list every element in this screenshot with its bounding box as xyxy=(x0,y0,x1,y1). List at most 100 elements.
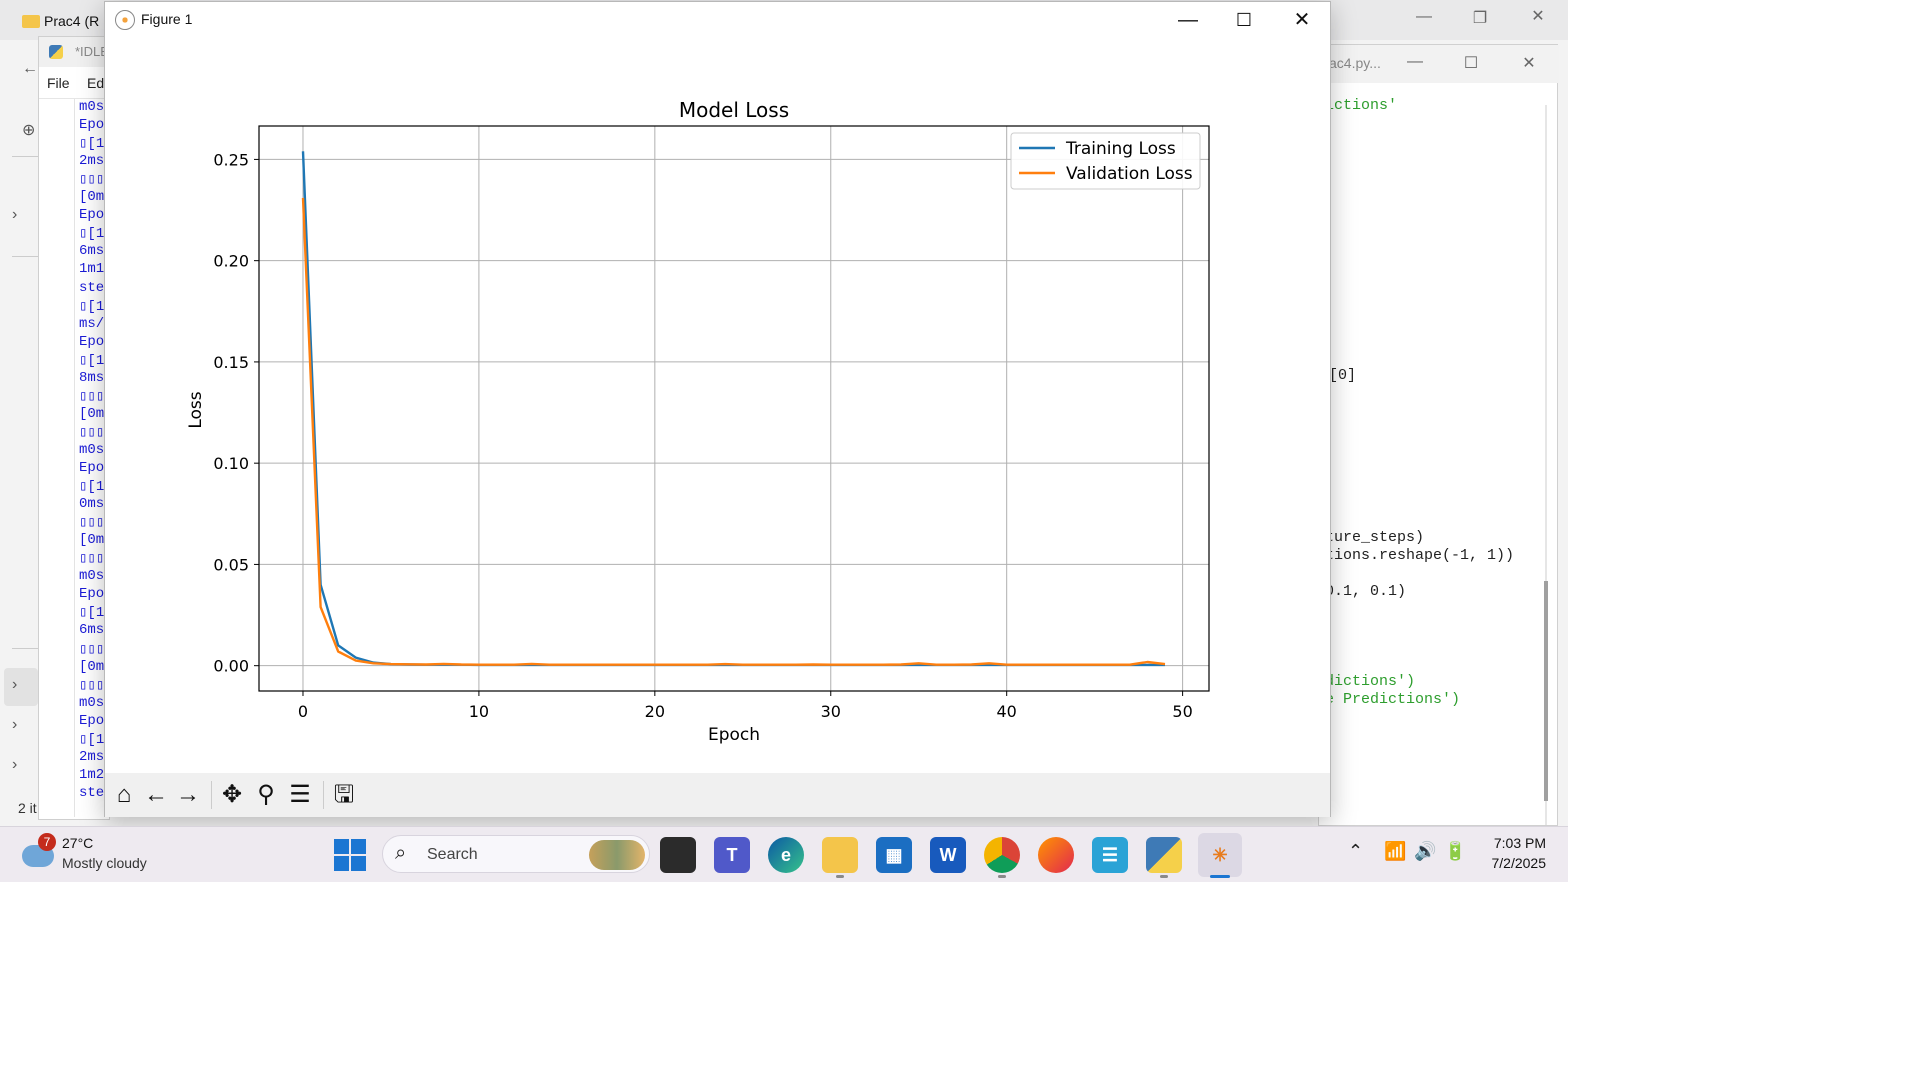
back-icon[interactable]: ← xyxy=(144,781,168,808)
teams-icon[interactable]: T xyxy=(714,837,750,873)
clock-time[interactable]: 7:03 PM xyxy=(1493,835,1546,851)
figure-title: Figure 1 xyxy=(141,11,193,27)
firefox-icon[interactable] xyxy=(1038,837,1074,873)
chevron-right-icon[interactable]: › xyxy=(12,206,18,223)
configure-icon[interactable]: ☰ xyxy=(289,781,311,808)
explorer-nav-pane: ← ⊕ › xyxy=(0,40,40,826)
explorer-tab[interactable]: Prac4 (R xyxy=(10,6,109,36)
idle-output-line: m0s xyxy=(79,99,105,115)
maximize-icon[interactable]: ☐ xyxy=(1235,10,1253,30)
idle-output-line: 2ms xyxy=(79,153,105,170)
forward-icon[interactable]: → xyxy=(176,781,200,808)
chevron-up-icon[interactable]: ⌃ xyxy=(1348,841,1364,861)
y-tick-label: 0.05 xyxy=(213,555,249,574)
volume-icon[interactable]: 🔊 xyxy=(1414,841,1437,861)
weather-badge: 7 xyxy=(38,833,56,851)
x-tick-label: 0 xyxy=(298,702,308,721)
notepad-icon[interactable]: ☰ xyxy=(1092,837,1128,873)
y-tick-label: 0.10 xyxy=(213,454,249,473)
chevron-right-icon[interactable]: › xyxy=(12,716,18,733)
y-tick-label: 0.25 xyxy=(213,150,249,169)
legend: Training Loss Validation Loss xyxy=(1010,132,1201,190)
x-tick-label: 10 xyxy=(469,702,489,721)
pan-icon[interactable]: ✥ xyxy=(221,781,243,808)
close-icon[interactable]: ✕ xyxy=(1293,9,1311,31)
code-line: e Predictions') xyxy=(1325,691,1461,708)
explorer-status-text: 2 it xyxy=(18,800,37,816)
home-icon[interactable]: ⌂ xyxy=(116,781,132,808)
loss-chart: 0 10 20 30 40 50 0.00 0.05 0.10 0.15 0.20 0.25 Mode… xyxy=(186,98,1210,745)
save-icon[interactable]: 🖫 xyxy=(333,781,355,808)
zoom-icon[interactable]: ⚲ xyxy=(257,781,275,808)
legend-label-training: Training Loss xyxy=(1065,139,1176,159)
nav-item-selected[interactable] xyxy=(4,668,38,706)
running-indicator xyxy=(836,875,844,878)
idle-output-line: Epo xyxy=(79,460,105,476)
idle-output-line: 2ms xyxy=(79,748,105,765)
divider xyxy=(12,648,38,649)
folder-icon xyxy=(22,15,40,28)
chart-title: Model Loss xyxy=(679,98,789,122)
editor-scrollbar-track[interactable] xyxy=(1545,105,1547,825)
editor-scrollbar-thumb[interactable] xyxy=(1544,581,1548,801)
close-icon[interactable]: ✕ xyxy=(1531,8,1545,25)
menu-edit[interactable]: Edi xyxy=(87,75,108,91)
edge-icon[interactable]: e xyxy=(768,837,804,873)
menu-file[interactable]: File xyxy=(47,75,70,91)
idle-output-line: Epo xyxy=(79,117,105,134)
chevron-right-icon[interactable]: › xyxy=(12,676,18,693)
y-tick-label: 0.00 xyxy=(213,657,249,676)
x-tick-label: 50 xyxy=(1172,702,1192,721)
figure-canvas[interactable]: 0 10 20 30 40 50 0.00 0.05 0.10 0.15 0.20 0.25 Mode… xyxy=(105,38,1330,773)
matplotlib-app-icon[interactable]: ✳ xyxy=(1198,833,1242,877)
task-view-icon[interactable] xyxy=(660,837,696,873)
divider xyxy=(12,256,38,257)
idle-output-line: 0ms xyxy=(79,496,105,513)
idle-output-line: [0m xyxy=(79,189,105,206)
idle-output-line: 8ms xyxy=(79,369,105,386)
word-icon[interactable]: W xyxy=(930,837,966,873)
explorer-tab-title: Prac4 (R xyxy=(44,13,100,29)
minimize-icon[interactable]: — xyxy=(1178,9,1198,31)
figure-toolbar: ⌂ ← → ✥ ⚲ ☰ 🖫 xyxy=(105,773,1330,817)
idle-output-line: 6ms xyxy=(79,622,105,639)
add-icon[interactable]: ⊕ xyxy=(22,122,36,139)
maximize-icon[interactable]: ☐ xyxy=(1463,55,1479,72)
idle-output-line: ms/ xyxy=(79,315,105,332)
battery-icon[interactable]: 🔋 xyxy=(1444,841,1467,861)
idle-output-line: [0m xyxy=(79,658,105,675)
idle-output-line: 1m2 xyxy=(79,766,105,783)
grid xyxy=(259,126,1209,691)
wifi-icon[interactable]: 📶 xyxy=(1384,841,1407,861)
code-line: tions.reshape(-1, 1)) xyxy=(1325,547,1515,564)
chrome-icon[interactable] xyxy=(984,837,1020,873)
y-tick-label: 0.20 xyxy=(213,252,249,271)
taskbar-search[interactable]: ⌕ Search xyxy=(382,835,650,873)
file-explorer-icon[interactable] xyxy=(822,837,858,873)
legend-label-validation: Validation Loss xyxy=(1066,164,1193,184)
matplotlib-icon xyxy=(115,10,135,30)
code-line: ture_steps) xyxy=(1325,529,1425,546)
chevron-right-icon[interactable]: › xyxy=(12,756,18,773)
plot-frame xyxy=(258,125,1210,692)
clock-date[interactable]: 7/2/2025 xyxy=(1491,855,1547,871)
close-icon[interactable]: ✕ xyxy=(1522,55,1536,72)
idle-output-line: [0m xyxy=(79,532,105,549)
idle-gutter xyxy=(39,99,75,817)
minimize-icon[interactable]: — xyxy=(1407,53,1423,70)
back-arrow-icon[interactable]: ← xyxy=(22,60,38,77)
store-icon[interactable]: ▦ xyxy=(876,837,912,873)
code-line: dictions') xyxy=(1325,673,1416,690)
taskbar: 7 27°C Mostly cloudy ⌕ Search T e ▦ W ☰ … xyxy=(0,826,1568,882)
y-tick-label: 0.15 xyxy=(213,353,249,372)
python-icon[interactable] xyxy=(1146,837,1182,873)
restore-icon[interactable]: ❐ xyxy=(1472,10,1488,27)
code-line: 0.1, 0.1) xyxy=(1325,583,1407,600)
minimize-icon[interactable]: — xyxy=(1416,8,1432,25)
start-button[interactable] xyxy=(334,839,366,871)
windows-logo-icon xyxy=(351,856,366,871)
idle-output-line: 6ms xyxy=(79,243,105,260)
windows-logo-icon xyxy=(351,839,366,854)
idle-title-bar: *IDLE xyxy=(39,37,111,67)
idle-output-line: ste xyxy=(79,784,105,801)
